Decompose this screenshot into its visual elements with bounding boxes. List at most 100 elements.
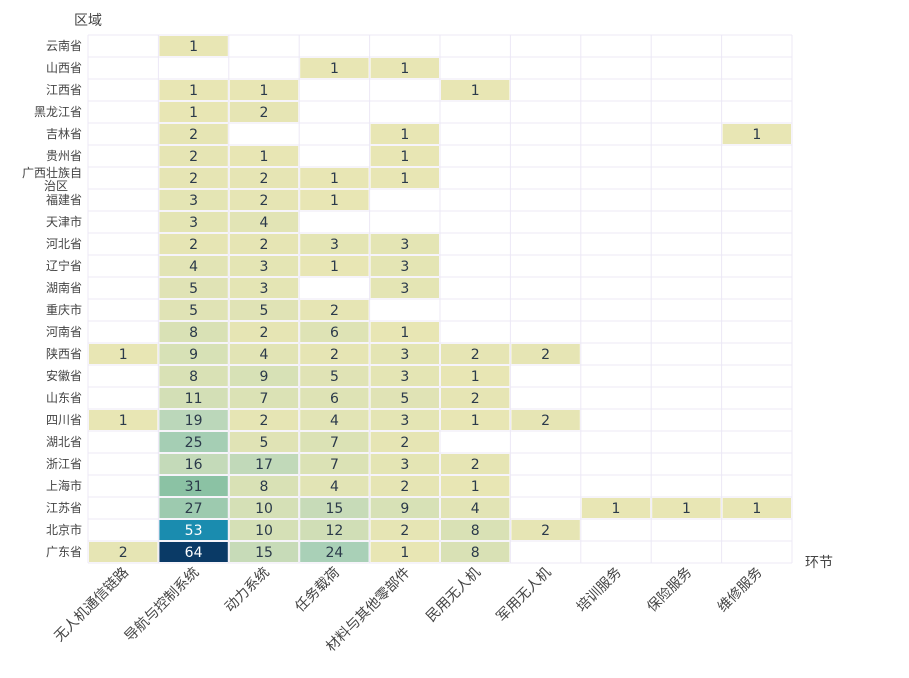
cell-value-label: 2 [330,303,339,319]
grid-layer [87,34,793,564]
cell-value-label: 2 [260,413,269,429]
cell-value-label: 7 [330,457,339,473]
row-label: 山西省 [46,61,82,75]
heatmap-cell [370,476,439,496]
cell-value-label: 2 [119,545,128,561]
heatmap-cell [159,80,228,100]
row-label: 黑龙江省 [34,105,82,119]
heatmap-cell [159,168,228,188]
cell-value-label: 3 [400,281,409,297]
heatmap-cell [229,102,299,122]
heatmap-cell [159,278,228,298]
cell-value-label: 9 [189,347,198,363]
cell-value-label: 25 [185,435,203,451]
cell-value-label: 5 [260,303,269,319]
row-label: 陕西省 [46,346,82,361]
row-labels: 云南省山西省江西省黑龙江省吉林省贵州省广西壮族自治区福建省天津市河北省辽宁省湖南… [22,38,82,559]
cell-value-label: 2 [471,391,480,407]
heatmap-cell [300,432,369,452]
cell-value-label: 1 [400,325,409,341]
heatmap-cell [229,80,299,100]
row-label: 云南省 [46,38,82,53]
cell-value-label: 2 [541,413,550,429]
heatmap-cell [300,520,369,540]
cell-value-label: 1 [400,149,409,165]
heatmap-cell [229,366,299,386]
heatmap-cell [229,278,299,298]
cell-value-label: 3 [400,369,409,385]
heatmap-cell [159,190,228,210]
heatmap-cell [159,124,228,144]
cell-value-label: 5 [260,435,269,451]
heatmap-cell [159,212,228,232]
cell-value-label: 2 [189,171,198,187]
cell-value-label: 1 [471,83,480,99]
cell-value-label: 9 [260,369,269,385]
cell-value-label: 1 [330,171,339,187]
heatmap-cell [722,498,791,518]
row-label: 河南省 [46,324,82,339]
heatmap-cell [300,344,369,364]
heatmap-cell [370,498,439,518]
cell-value-label: 1 [471,369,480,385]
heatmap-cell [159,476,228,496]
heatmap-cell [159,322,228,342]
row-label: 福建省 [46,192,82,207]
cell-value-label: 5 [189,281,198,297]
cell-value-label: 4 [260,215,269,231]
heatmap-cell [229,520,299,540]
heatmap-cell [370,454,439,474]
heatmap-cell [300,454,369,474]
cell-value-label: 1 [471,479,480,495]
heatmap-cell [300,366,369,386]
cell-value-label: 2 [260,171,269,187]
heatmap-cell [159,542,228,562]
cell-value-label: 1 [400,127,409,143]
cell-value-label: 2 [330,347,339,363]
heatmap-cell [229,168,299,188]
row-label: 河北省 [46,237,82,251]
heatmap-cell [370,168,439,188]
heatmap-cell [89,542,158,562]
heatmap-cell [370,58,439,78]
cell-value-label: 8 [471,545,480,561]
heatmap-cell [89,344,158,364]
cell-value-label: 4 [330,413,339,429]
row-label: 天津市 [46,214,82,229]
heatmap-cell [159,256,228,276]
heatmap-cell [229,454,299,474]
heatmap-cell [229,432,299,452]
heatmap-cell [159,102,228,122]
cell-value-label: 1 [682,501,691,517]
row-label: 辽宁省 [46,258,82,273]
cell-value-label: 1 [400,61,409,77]
heatmap-cell [229,498,299,518]
cell-value-label: 10 [255,501,273,517]
heatmap-cell [370,322,439,342]
cell-value-label: 1 [330,193,339,209]
heatmap-cell [229,388,299,408]
heatmap-cell [370,366,439,386]
heatmap-cell [370,542,439,562]
row-label: 吉林省 [46,127,82,141]
cell-value-label: 3 [400,413,409,429]
row-label: 江西省 [46,83,82,97]
cell-value-label: 1 [260,149,269,165]
heatmap-cell [229,234,299,254]
row-label: 山东省 [46,391,82,405]
row-label: 北京市 [46,522,82,537]
cell-value-label: 2 [189,127,198,143]
cell-value-label: 3 [189,215,198,231]
heatmap-cell [229,344,299,364]
cell-value-label: 3 [189,193,198,209]
cell-value-label: 3 [400,237,409,253]
cell-value-label: 3 [330,237,339,253]
cell-value-label: 15 [325,501,343,517]
heatmap-cell [370,410,439,430]
heatmap-cell [370,234,439,254]
column-label: 保险服务 [644,565,695,616]
row-label: 江苏省 [46,501,82,515]
cell-value-label: 2 [400,435,409,451]
row-label: 贵州省 [46,149,82,163]
